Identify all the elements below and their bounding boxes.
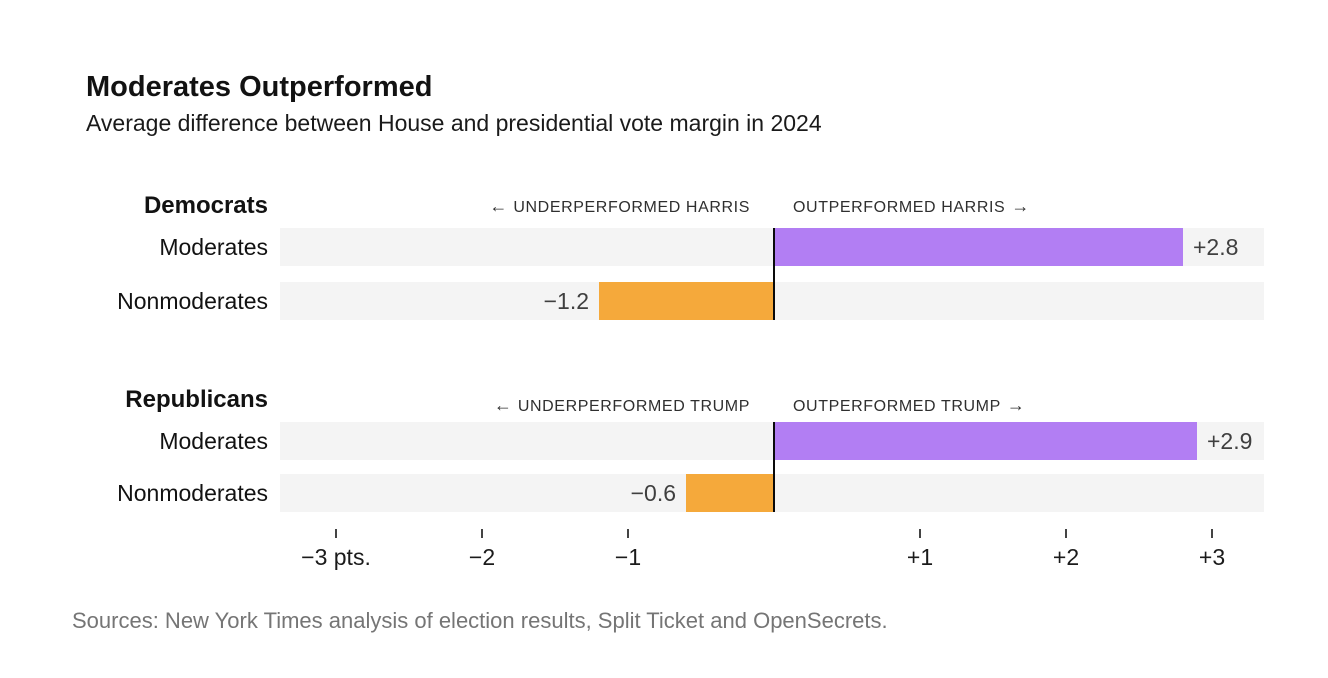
row-label-democrats-moderates: Moderates — [159, 234, 268, 260]
annotation-underperformed-harris: ← UNDERPERFORMED HARRIS — [280, 191, 750, 221]
axis-tick-mark — [919, 529, 921, 538]
axis-tick-label: −1 — [614, 544, 642, 570]
zero-baseline-democrats — [773, 228, 775, 320]
annotation-underperformed-trump: ← UNDERPERFORMED TRUMP — [280, 390, 750, 420]
row-label-republicans-nonmoderates: Nonmoderates — [117, 480, 268, 506]
axis-tick-label: −2 — [468, 544, 496, 570]
bar-democrats-nonmoderates — [599, 282, 774, 320]
section-title-democrats: Democrats — [143, 192, 268, 219]
axis-tick-mark — [1211, 529, 1213, 538]
axis-tick-mark — [335, 529, 337, 538]
bar-row-republicans-nonmoderates: Nonmoderates −0.6 — [0, 474, 1328, 512]
bar-value-label: −0.6 — [630, 480, 676, 506]
axis-tick-mark — [627, 529, 629, 538]
axis-tick-mark — [1065, 529, 1067, 538]
annotation-text: UNDERPERFORMED TRUMP — [517, 398, 750, 415]
chart-subtitle: Average difference between House and pre… — [86, 110, 822, 136]
zero-baseline-republicans — [773, 422, 775, 512]
right-arrow-icon: → — [1011, 196, 1030, 216]
annotation-outperformed-trump: OUTPERFORMED TRUMP → — [793, 390, 1031, 420]
row-label-democrats-nonmoderates: Nonmoderates — [117, 288, 268, 314]
sources-note: Sources: New York Times analysis of elec… — [72, 608, 888, 633]
x-axis: −3 pts. −2 −1 +1 +2 +3 — [280, 529, 1264, 589]
bar-value-label: +2.9 — [1207, 428, 1253, 454]
chart-title: Moderates Outperformed — [86, 71, 433, 103]
axis-tick-label: +1 — [906, 544, 934, 570]
axis-tick-label: +3 — [1198, 544, 1226, 570]
bar-row-democrats-moderates: Moderates +2.8 — [0, 228, 1328, 266]
left-arrow-icon: ← — [489, 196, 508, 216]
bar-value-label: −1.2 — [543, 288, 589, 314]
bar-track: +2.9 — [280, 422, 1264, 460]
bar-row-republicans-moderates: Moderates +2.9 — [0, 422, 1328, 460]
row-label-republicans-moderates: Moderates — [159, 428, 268, 454]
bar-republicans-moderates — [774, 422, 1197, 460]
bar-republicans-nonmoderates — [686, 474, 774, 512]
bar-row-democrats-nonmoderates: Nonmoderates −1.2 — [0, 282, 1328, 320]
axis-tick-label: +2 — [1052, 544, 1080, 570]
axis-tick-label: −3 pts. — [301, 544, 371, 570]
axis-tick-mark — [481, 529, 483, 538]
bar-track: −1.2 — [280, 282, 1264, 320]
left-arrow-icon: ← — [493, 395, 512, 415]
annotation-text: OUTPERFORMED TRUMP — [793, 398, 1001, 415]
annotation-text: OUTPERFORMED HARRIS — [793, 199, 1006, 216]
section-title-republicans: Republicans — [125, 386, 268, 413]
bar-democrats-moderates — [774, 228, 1183, 266]
annotation-text: UNDERPERFORMED HARRIS — [513, 199, 750, 216]
right-arrow-icon: → — [1006, 395, 1025, 415]
annotation-outperformed-harris: OUTPERFORMED HARRIS → — [793, 191, 1035, 221]
bar-value-label: +2.8 — [1193, 234, 1239, 260]
bar-track: −0.6 — [280, 474, 1264, 512]
bar-track: +2.8 — [280, 228, 1264, 266]
